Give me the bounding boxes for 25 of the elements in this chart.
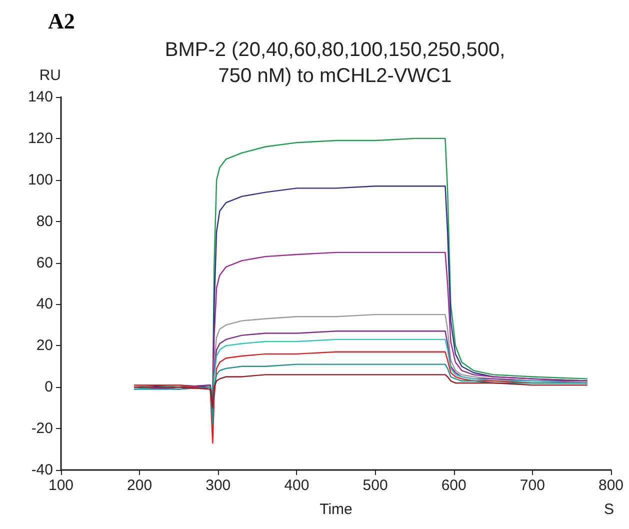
y-tick-label: -40 xyxy=(31,462,53,478)
x-tick-label: 800 xyxy=(598,477,624,494)
y-tick-label: 80 xyxy=(36,212,53,230)
x-tick-label: 100 xyxy=(48,477,74,494)
y-axis-title: RU xyxy=(39,67,61,84)
y-tick-label: 60 xyxy=(36,254,53,272)
x-tick-label: 500 xyxy=(362,477,388,494)
y-tick-label: 120 xyxy=(28,130,53,147)
x-tick-label: 600 xyxy=(441,477,466,494)
x-axis-title: Time xyxy=(320,501,352,518)
x-tick-label: 300 xyxy=(206,477,231,494)
y-tick-label: 100 xyxy=(28,171,53,188)
y-tick-label: 40 xyxy=(36,296,53,313)
y-tick-label: 140 xyxy=(28,88,53,106)
x-tick-label: 200 xyxy=(127,477,152,494)
x-tick-label: 700 xyxy=(520,477,545,494)
x-tick-label: 400 xyxy=(284,477,310,494)
text: S xyxy=(604,501,614,518)
chart-title: BMP-2 (20,40,60,80,100,150,250,500, 750 nM) to mCHL2-VWC1 xyxy=(164,39,506,87)
y-tick-label: 20 xyxy=(36,337,53,354)
line-series xyxy=(133,364,588,426)
y-tick-label: 0 xyxy=(44,378,53,396)
y-tick-label: -20 xyxy=(31,420,53,438)
line-series xyxy=(133,374,588,408)
text: A2 xyxy=(48,8,75,34)
